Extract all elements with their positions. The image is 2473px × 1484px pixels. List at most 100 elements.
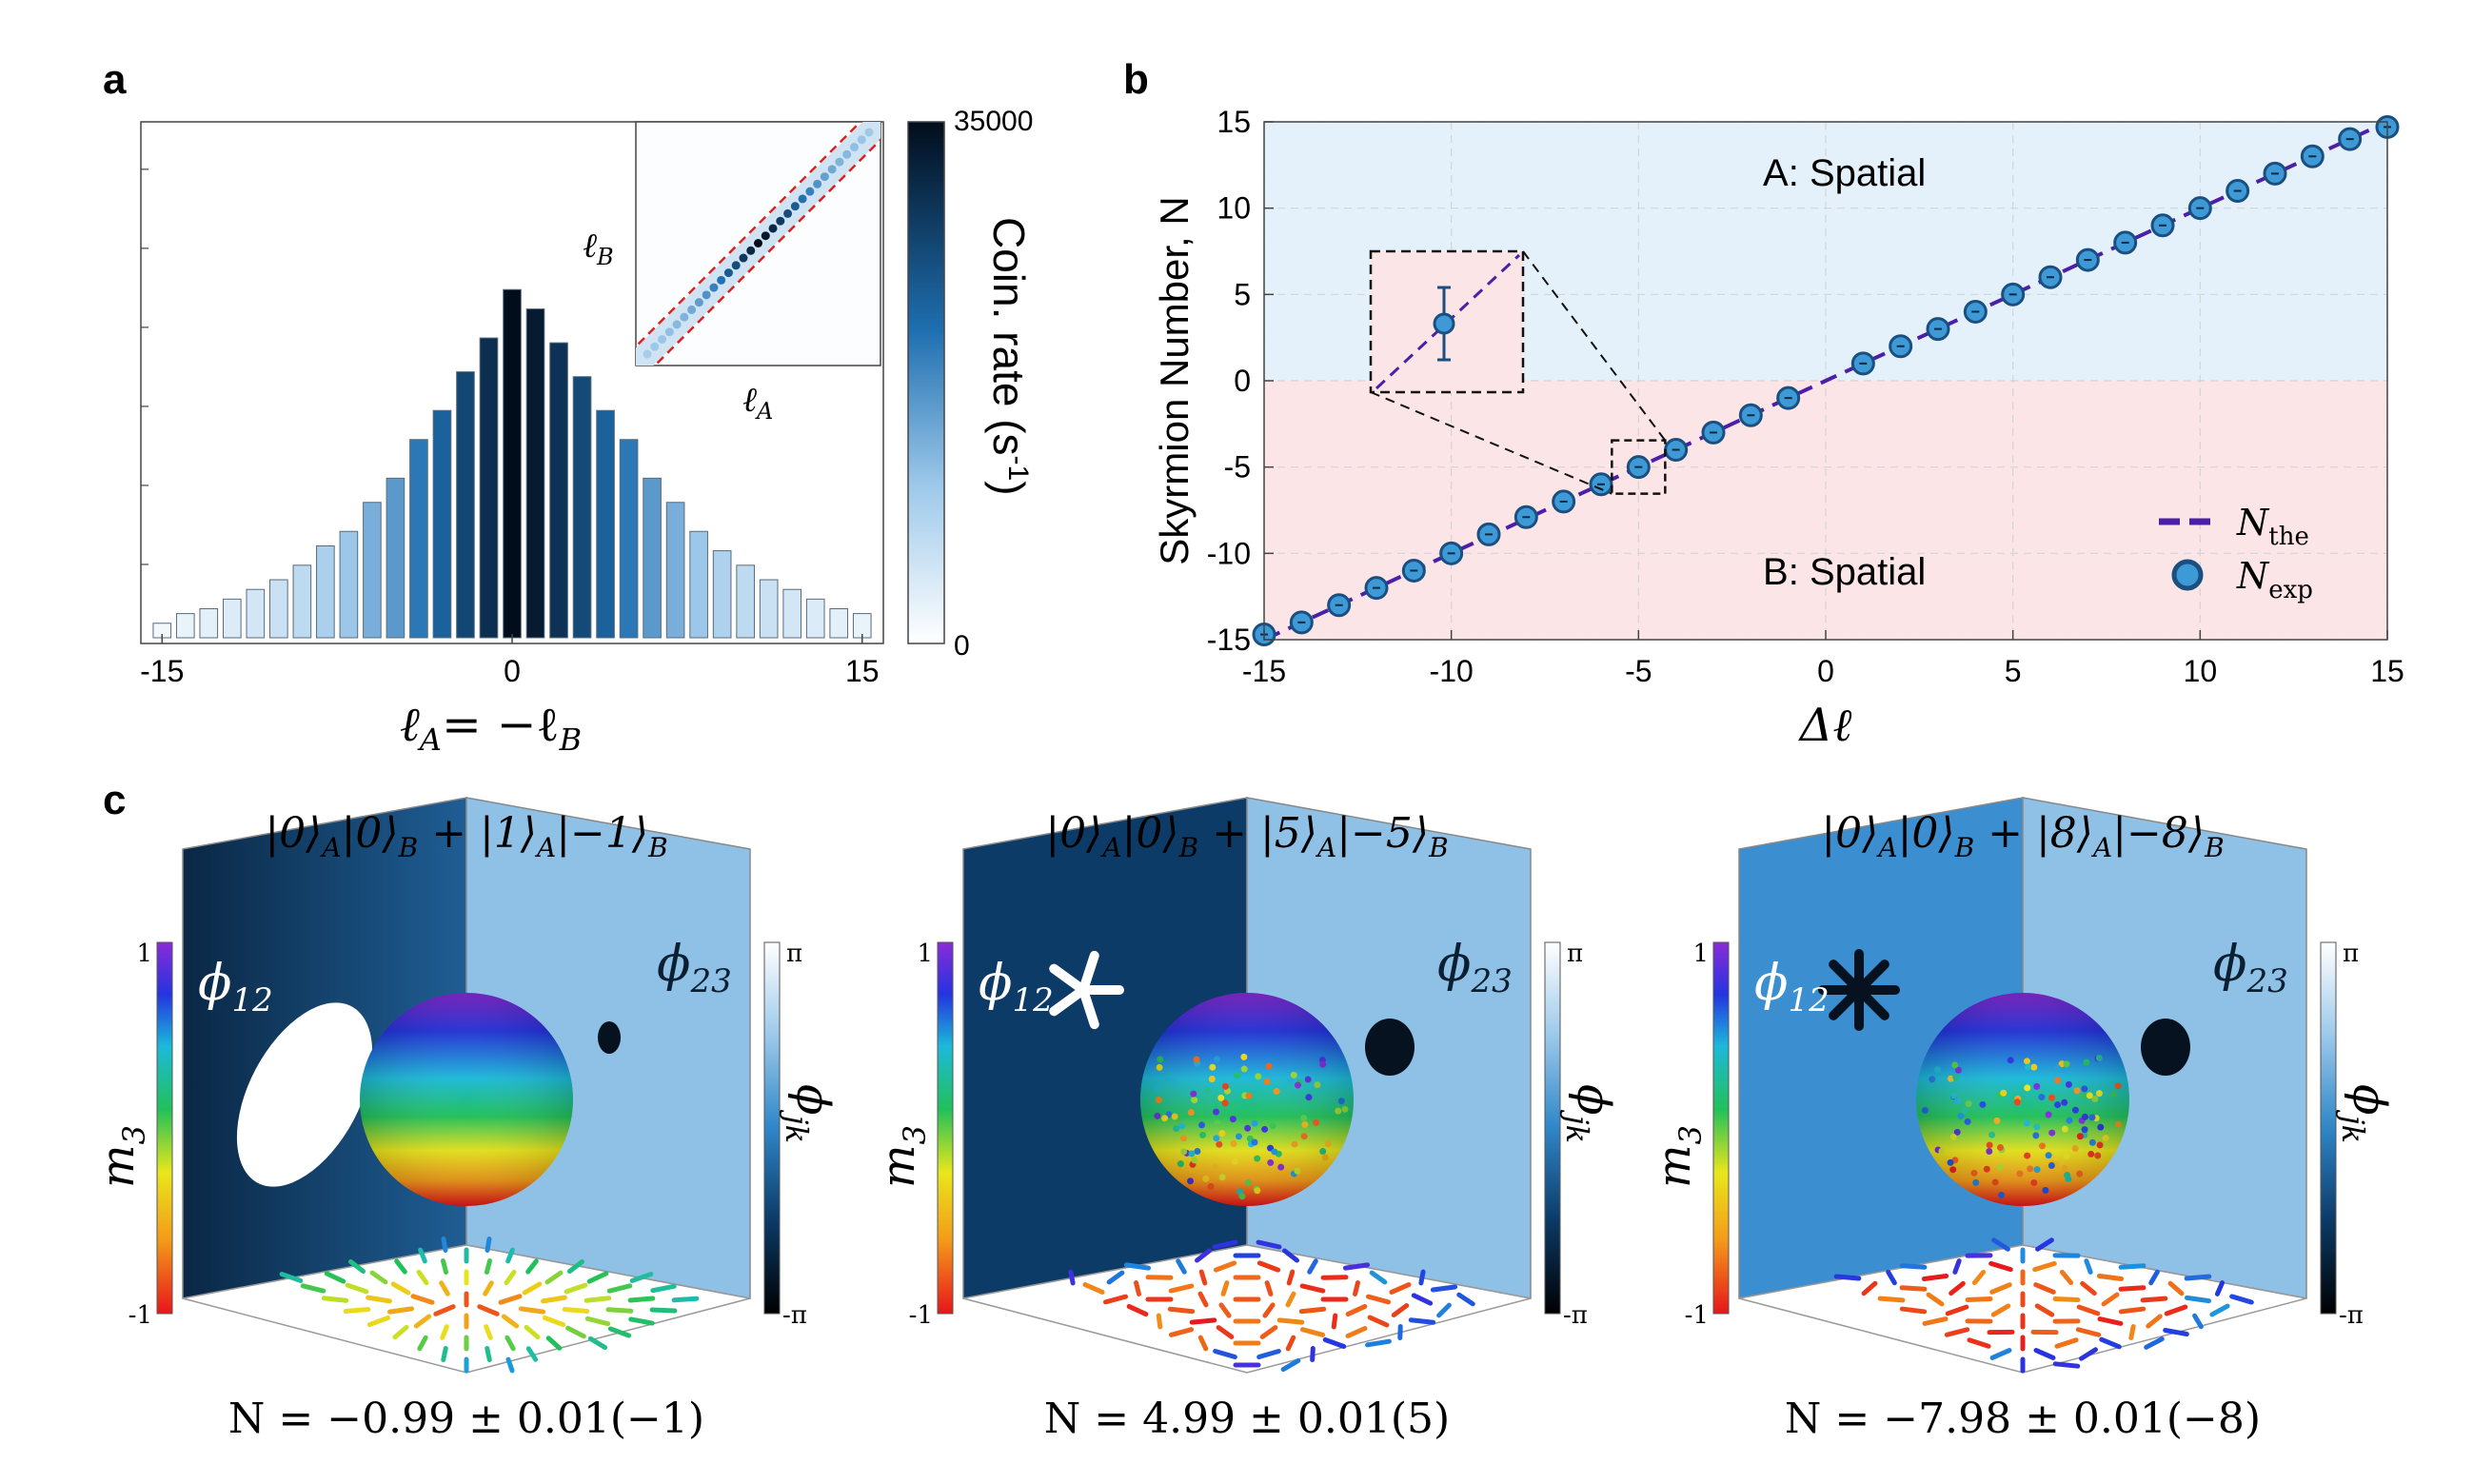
panel-b-legend: Nthe Nexp (2159, 502, 2313, 604)
floor-arrow (2035, 1237, 2054, 1252)
inset-dot (783, 208, 793, 218)
inset-dot (754, 239, 762, 247)
floor-arrow (2118, 1263, 2147, 1270)
bar (759, 579, 779, 639)
floor-arrow (2209, 1303, 2230, 1317)
m3-colorbar (937, 941, 954, 1315)
m3-bottom-label: -1 (1685, 1301, 1709, 1330)
floor-arrow (1168, 1283, 1195, 1294)
floor-arrow (2032, 1260, 2057, 1273)
floor-arrow (1082, 1282, 1105, 1295)
floor-arrow (321, 1296, 349, 1303)
m3-colorbar (1712, 941, 1730, 1315)
bar (246, 588, 266, 639)
y-tick-label: -10 (1207, 536, 1251, 570)
floor-arrow (1256, 1239, 1282, 1250)
floor-arrow (1365, 1294, 1392, 1305)
bar (829, 608, 849, 639)
floor-arrow (1945, 1304, 1969, 1316)
sphere-shading (360, 993, 573, 1206)
floor-arrow (366, 1315, 391, 1328)
inset-dot (702, 290, 711, 300)
floor-arrow (324, 1271, 346, 1284)
floor-arrow (542, 1315, 566, 1328)
y-tick-label: 15 (1217, 105, 1251, 139)
floor-arrow (2096, 1273, 2125, 1282)
phi12-label: ϕ12 (198, 955, 273, 1019)
floor-arrow (300, 1283, 326, 1294)
x-tick-label: -5 (1625, 654, 1652, 688)
floor-arrow (440, 1324, 449, 1340)
floor-arrow (1068, 1269, 1076, 1286)
floor-arrow (2118, 1306, 2147, 1315)
floor-arrow (2097, 1316, 2124, 1326)
bar (665, 502, 685, 639)
y-tick-label: 10 (1217, 191, 1251, 226)
colorbar-min-label: 0 (954, 630, 970, 662)
inset-dot (827, 165, 837, 174)
floor-arrow (1256, 1260, 1281, 1273)
phi23-label: ϕ23 (657, 936, 732, 1000)
bar (712, 550, 732, 639)
floor-arrow (1886, 1269, 1897, 1286)
floor-arrow (1391, 1303, 1410, 1317)
floor-arrow (518, 1306, 546, 1315)
floor-arrow (1123, 1262, 1152, 1271)
colorbar-max-label: 35000 (954, 106, 1033, 137)
m3-label: m3 (872, 1125, 933, 1188)
floor-arrow (1967, 1337, 1991, 1349)
floor-arrow (1922, 1316, 1949, 1326)
phi12-label: ϕ12 (1754, 955, 1830, 1019)
zoom-source-box (1611, 439, 1667, 495)
floor-arrow (1285, 1335, 1296, 1352)
floor-arrow (1256, 1348, 1281, 1360)
panel-b-zoom-inset (1369, 249, 1667, 495)
floor-arrow (1197, 1291, 1209, 1308)
floor-arrow (1197, 1335, 1209, 1352)
floor-arrow (1952, 1258, 1962, 1275)
floor-arrow (1991, 1237, 2010, 1252)
bar (432, 409, 452, 639)
bar (689, 530, 708, 639)
x-tick-label: -15 (140, 654, 184, 688)
panel-b-theory-line (1263, 120, 2388, 642)
panel-c-label: c (103, 777, 126, 823)
floor-arrow (1156, 1313, 1163, 1330)
floor-arrow (541, 1295, 567, 1304)
inset-dot (835, 157, 844, 167)
skyrmion-result: N = 4.99 ± 0.01(5) (1044, 1395, 1450, 1443)
floor-arrow (394, 1258, 407, 1275)
inset-dot (672, 320, 682, 329)
floor-arrow (2184, 1274, 2212, 1281)
floor-arrow (366, 1295, 392, 1304)
floor-arrow (279, 1272, 304, 1283)
floor-arrow (1408, 1317, 1436, 1325)
y-tick-label: 0 (1234, 364, 1251, 398)
floor-arrow (1198, 1269, 1208, 1286)
floor-arrow (1299, 1283, 1326, 1294)
inset-dot (739, 253, 748, 263)
floor-arrow (1899, 1306, 1928, 1315)
inset-dot (658, 334, 667, 344)
floor-arrow (498, 1294, 523, 1305)
floor-arrow (545, 1336, 563, 1351)
floor-arrow (1176, 1258, 1187, 1275)
m3-top-label: 1 (917, 940, 933, 968)
x-tick-label: 0 (504, 654, 521, 688)
floor-arrow (2075, 1327, 2102, 1337)
floor-arrow (2163, 1327, 2189, 1337)
floor-arrow (628, 1316, 655, 1326)
floor-arrow (586, 1271, 609, 1284)
inset-dot (680, 312, 689, 322)
floor-arrow (2192, 1313, 2204, 1330)
skyrmion-result: N = −0.99 ± 0.01(−1) (228, 1395, 704, 1443)
x-tick-label: 15 (845, 654, 880, 688)
phijk-label: ϕjk (1559, 1084, 1620, 1143)
zoom-connector (1370, 391, 1612, 495)
panel-a-bars (152, 288, 872, 639)
panel-c: c ϕ12 ϕ23 1 -1 m3 π -π ϕjk |0⟩A|0⟩B + |1⟩A|−1⟩B N… (91, 777, 2396, 1443)
floor-arrow (484, 1324, 493, 1340)
floor-arrow (1989, 1348, 2012, 1360)
subpanel-title: |0⟩A|0⟩B + |8⟩A|−8⟩B (1821, 809, 2224, 863)
floor-arrow (1949, 1280, 1966, 1296)
